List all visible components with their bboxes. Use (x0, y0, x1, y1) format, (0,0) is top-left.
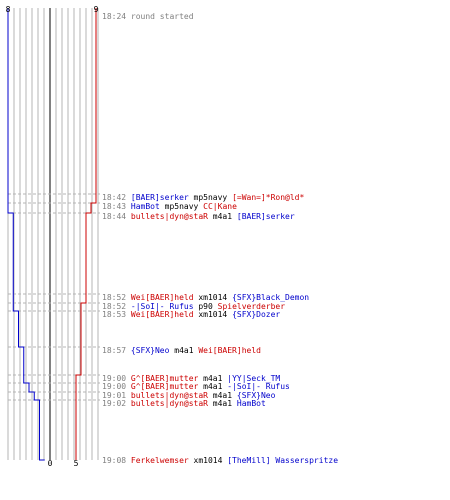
event-row: 18:24 round started (102, 12, 194, 21)
event-row: 18:52 -|SoI|- Rufus p90 Spielverderber (102, 302, 285, 311)
event-time: 19:01 (102, 391, 131, 400)
weapon-name: m4a1 (208, 399, 237, 408)
red-end-count: 5 (74, 459, 79, 468)
player-name: bullets|dyn@staR (131, 399, 208, 408)
blue-end-count: 0 (48, 459, 53, 468)
event-time: 19:00 (102, 382, 131, 391)
weapon-name: m4a1 (198, 382, 227, 391)
event-row: 18:53 Wei[BAER]held xm1014 {SFX}Dozer (102, 310, 280, 319)
event-time: 19:08 (102, 456, 131, 465)
weapon-name: mp5navy (160, 202, 203, 211)
event-time: 18:53 (102, 310, 131, 319)
player-name: CC|Kane (203, 202, 237, 211)
event-time: 18:52 (102, 293, 131, 302)
event-row: 18:52 Wei[BAER]held xm1014 {SFX}Black_De… (102, 293, 309, 302)
player-name: [BAER]serker (237, 212, 295, 221)
blue-start-count: 8 (6, 5, 11, 14)
player-name: G^[BAER]mutter (131, 382, 199, 391)
event-time: 18:42 (102, 193, 131, 202)
weapon-name: p90 (194, 302, 218, 311)
player-name: {SFX}Neo (237, 391, 276, 400)
red-team-alive-line (75, 8, 97, 460)
player-name: {SFX}Neo (131, 346, 170, 355)
event-time: 18:24 (102, 12, 131, 21)
player-name: HamBot (237, 399, 266, 408)
player-name: Spielverderber (218, 302, 286, 311)
player-name: Wei[BAER]held (198, 346, 261, 355)
event-row: 18:43 HamBot mp5navy CC|Kane (102, 202, 237, 211)
event-row: 19:00 G^[BAER]mutter m4a1 -|SoI|- Rufus (102, 382, 290, 391)
player-name: G^[BAER]mutter (131, 374, 199, 383)
event-row: 19:08 Ferkelwemser xm1014 [TheMill] Wass… (102, 456, 338, 465)
player-name: [=Wan=]*Ron@ld* (232, 193, 304, 202)
player-name: {SFX}Black_Demon (232, 293, 309, 302)
player-name: bullets|dyn@staR (131, 391, 208, 400)
weapon-name: m4a1 (208, 212, 237, 221)
event-time: 19:02 (102, 399, 131, 408)
weapon-name: m4a1 (198, 374, 227, 383)
weapon-name: xm1014 (194, 310, 233, 319)
blue-team-alive-line (7, 8, 45, 461)
event-row: 19:02 bullets|dyn@staR m4a1 HamBot (102, 399, 266, 408)
weapon-name: mp5navy (189, 193, 232, 202)
player-name: {SFX}Dozer (232, 310, 280, 319)
event-time: 18:43 (102, 202, 131, 211)
event-row: 19:01 bullets|dyn@staR m4a1 {SFX}Neo (102, 391, 276, 400)
player-name: Ferkelwemser (131, 456, 189, 465)
event-row: 18:44 bullets|dyn@staR m4a1 [BAER]serker (102, 212, 295, 221)
event-time: 18:44 (102, 212, 131, 221)
player-name: Wei[BAER]held (131, 310, 194, 319)
player-name: [TheMill] Wasserspritze (227, 456, 338, 465)
event-time: 19:00 (102, 374, 131, 383)
weapon-name: xm1014 (189, 456, 228, 465)
weapon-name: m4a1 (169, 346, 198, 355)
event-time: 18:52 (102, 302, 131, 311)
player-name: [BAER]serker (131, 193, 189, 202)
event-row: 19:00 G^[BAER]mutter m4a1 |YY|Seck_TM (102, 374, 280, 383)
red-start-count: 9 (94, 5, 99, 14)
player-name: -|SoI|- Rufus (227, 382, 290, 391)
event-time: 18:57 (102, 346, 131, 355)
event-log: 18:24 round started 18:42 [BAER]serker mp… (102, 12, 338, 465)
player-name: -|SoI|- Rufus (131, 302, 194, 311)
event-message: round started (131, 12, 194, 21)
event-row: 18:42 [BAER]serker mp5navy [=Wan=]*Ron@l… (102, 193, 304, 202)
weapon-name: m4a1 (208, 391, 237, 400)
player-name: HamBot (131, 202, 160, 211)
player-name: |YY|Seck_TM (227, 374, 280, 383)
player-name: Wei[BAER]held (131, 293, 194, 302)
weapon-name: xm1014 (194, 293, 233, 302)
event-row: 18:57 {SFX}Neo m4a1 Wei[BAER]held (102, 346, 261, 355)
player-name: bullets|dyn@staR (131, 212, 208, 221)
